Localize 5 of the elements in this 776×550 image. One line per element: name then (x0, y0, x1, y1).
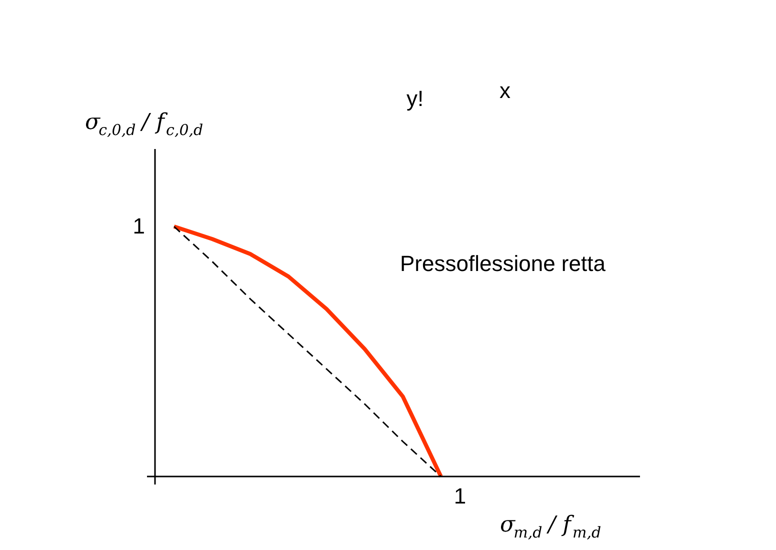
text: 1 (132, 214, 145, 238)
text: 1 (454, 484, 466, 508)
text: x (500, 78, 510, 103)
annotation: Pressoflessione retta (400, 251, 606, 276)
text: y! (406, 86, 424, 111)
